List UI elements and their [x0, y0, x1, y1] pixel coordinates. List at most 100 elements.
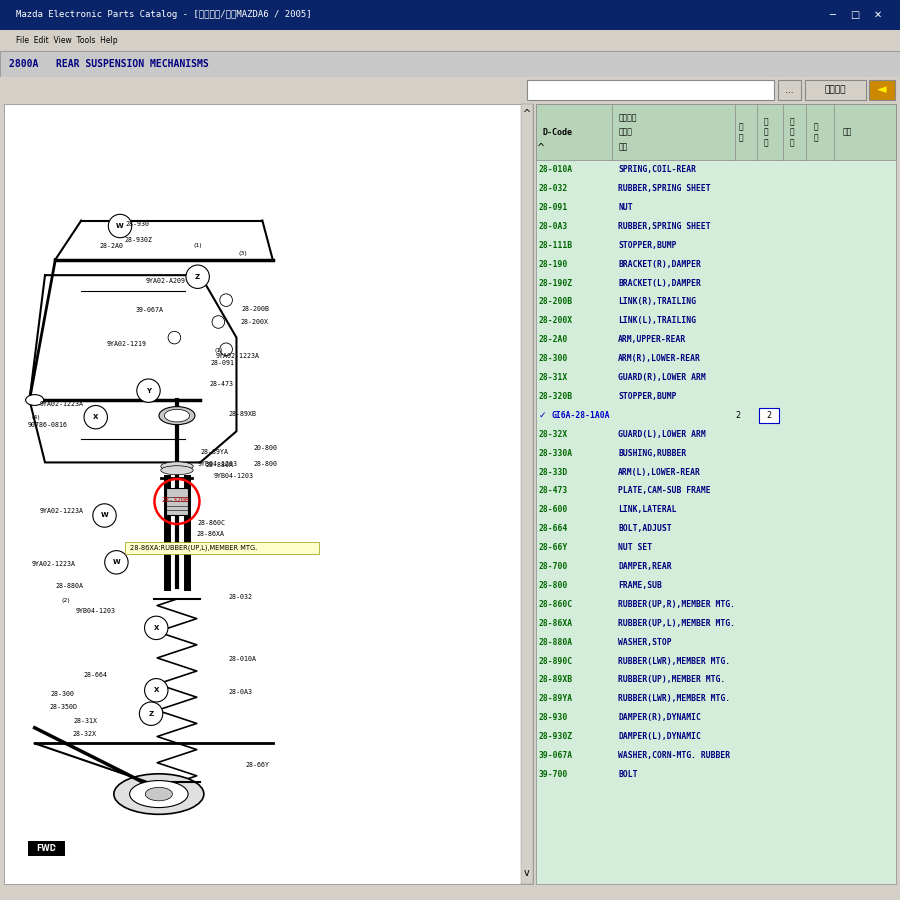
Text: (2): (2) — [61, 598, 70, 603]
Text: 9YA02-A209: 9YA02-A209 — [146, 278, 186, 284]
FancyBboxPatch shape — [778, 80, 801, 100]
Text: FRAME,SUB: FRAME,SUB — [618, 581, 662, 590]
Text: FWD: FWD — [37, 844, 57, 853]
Text: 28-930: 28-930 — [538, 714, 567, 723]
Ellipse shape — [161, 462, 194, 471]
FancyBboxPatch shape — [759, 408, 778, 423]
Text: 28-200X: 28-200X — [538, 317, 572, 326]
Text: 28-880A: 28-880A — [205, 462, 233, 468]
Bar — [0, 51, 900, 76]
Bar — [0, 0, 900, 30]
Text: □: □ — [850, 10, 860, 20]
Text: 28-33D: 28-33D — [538, 468, 567, 477]
Text: 价格: 价格 — [842, 128, 851, 137]
Text: 28-89XB: 28-89XB — [538, 676, 572, 685]
Ellipse shape — [159, 407, 195, 425]
Text: 28-800: 28-800 — [254, 461, 277, 467]
Text: 代
替: 代 替 — [814, 122, 819, 142]
Text: 28-200X: 28-200X — [240, 319, 268, 325]
Text: 28-032: 28-032 — [229, 594, 253, 600]
Text: 28-880A: 28-880A — [56, 582, 84, 589]
Text: ARM(R),LOWER-REAR: ARM(R),LOWER-REAR — [618, 355, 701, 364]
Text: File  Edit  View  Tools  Help: File Edit View Tools Help — [16, 36, 118, 45]
Text: 说明: 说明 — [618, 142, 627, 151]
Text: 28-091: 28-091 — [211, 360, 235, 365]
Text: 28-89YA: 28-89YA — [200, 449, 229, 455]
Text: (1): (1) — [194, 243, 202, 248]
Text: PLATE,CAM-SUB FRAME: PLATE,CAM-SUB FRAME — [618, 487, 711, 496]
Text: BRACKET(L),DAMPER: BRACKET(L),DAMPER — [618, 279, 701, 288]
Text: BOLT: BOLT — [618, 770, 638, 779]
Text: 28-86XA: 28-86XA — [196, 531, 225, 537]
Circle shape — [137, 379, 160, 402]
Bar — [536, 104, 896, 160]
Text: W: W — [101, 512, 108, 518]
Text: Z: Z — [195, 274, 201, 280]
FancyBboxPatch shape — [869, 80, 895, 100]
Text: 28-930Z: 28-930Z — [124, 237, 152, 243]
Text: WASHER,CORN-MTG. RUBBER: WASHER,CORN-MTG. RUBBER — [618, 752, 731, 760]
Text: 28-800: 28-800 — [538, 581, 567, 590]
Text: LINK(R),TRAILING: LINK(R),TRAILING — [618, 298, 697, 307]
Text: LINK(L),TRAILING: LINK(L),TRAILING — [618, 317, 697, 326]
Text: 28-32X: 28-32X — [538, 430, 567, 439]
Text: 28-66Y: 28-66Y — [538, 544, 567, 553]
Text: 9YA02-1223A: 9YA02-1223A — [216, 353, 260, 358]
Text: STOPPER,BUMP: STOPPER,BUMP — [618, 392, 677, 401]
FancyBboxPatch shape — [526, 80, 774, 100]
Ellipse shape — [130, 780, 188, 807]
Circle shape — [145, 616, 168, 640]
Text: 28-880A: 28-880A — [538, 638, 572, 647]
Circle shape — [84, 406, 107, 429]
Text: GUARD(R),LOWER ARM: GUARD(R),LOWER ARM — [618, 374, 706, 382]
Text: 信
息
。: 信 息 。 — [789, 117, 795, 148]
Text: 28-930: 28-930 — [125, 221, 149, 228]
Circle shape — [186, 265, 210, 288]
Text: 28-0A3: 28-0A3 — [538, 222, 567, 231]
Text: 28-091: 28-091 — [538, 203, 567, 212]
Text: 9YA02-1223A: 9YA02-1223A — [40, 508, 84, 514]
Bar — [0, 76, 900, 104]
Text: Y: Y — [146, 388, 151, 393]
Text: 28-664: 28-664 — [84, 671, 108, 678]
Text: GI6A-28-1A0A: GI6A-28-1A0A — [552, 411, 610, 420]
Text: 28-31X: 28-31X — [538, 374, 567, 382]
Text: X: X — [154, 688, 159, 693]
Circle shape — [212, 316, 225, 328]
Text: (4): (4) — [32, 416, 40, 420]
Text: v: v — [524, 868, 530, 878]
Text: 9YB04-1203: 9YB04-1203 — [213, 473, 253, 480]
Circle shape — [93, 504, 116, 527]
Text: 28-200B: 28-200B — [241, 307, 270, 312]
Text: ARM,UPPER-REAR: ARM,UPPER-REAR — [618, 336, 687, 345]
Text: 28-350D: 28-350D — [50, 705, 77, 710]
Text: 部件号: 部件号 — [618, 128, 632, 137]
Text: 28-032: 28-032 — [538, 184, 567, 194]
Text: RUBBER(UP,R),MEMBER MTG.: RUBBER(UP,R),MEMBER MTG. — [618, 600, 735, 609]
Text: 90786-0816: 90786-0816 — [28, 422, 68, 428]
Text: 28-320B: 28-320B — [161, 497, 189, 503]
Text: 28-473: 28-473 — [538, 487, 567, 496]
FancyBboxPatch shape — [125, 542, 319, 554]
Text: 9YA02-1223A: 9YA02-1223A — [40, 400, 84, 407]
Text: 28-664: 28-664 — [538, 525, 567, 534]
Bar — [0, 30, 900, 51]
Text: 20-800: 20-800 — [253, 446, 277, 452]
Circle shape — [108, 214, 131, 238]
Text: BRACKET(R),DAMPER: BRACKET(R),DAMPER — [618, 260, 701, 269]
FancyBboxPatch shape — [805, 80, 866, 100]
Text: 28-190: 28-190 — [538, 260, 567, 269]
Text: 订
购
数: 订 购 数 — [763, 117, 769, 148]
Text: RUBBER(UP,L),MEMBER MTG.: RUBBER(UP,L),MEMBER MTG. — [618, 619, 735, 628]
Text: W: W — [116, 223, 124, 229]
Text: BOLT,ADJUST: BOLT,ADJUST — [618, 525, 672, 534]
Text: NUT: NUT — [618, 203, 633, 212]
Text: 28-600: 28-600 — [538, 506, 567, 515]
Text: D-Code: D-Code — [543, 128, 572, 137]
Text: RUBBER,SPRING SHEET: RUBBER,SPRING SHEET — [618, 222, 711, 231]
Ellipse shape — [161, 465, 194, 474]
Bar — [28, 842, 66, 856]
Text: X: X — [154, 625, 159, 631]
Bar — [166, 488, 188, 515]
Text: 2800A   REAR SUSPENSION MECHANISMS: 2800A REAR SUSPENSION MECHANISMS — [9, 58, 209, 69]
